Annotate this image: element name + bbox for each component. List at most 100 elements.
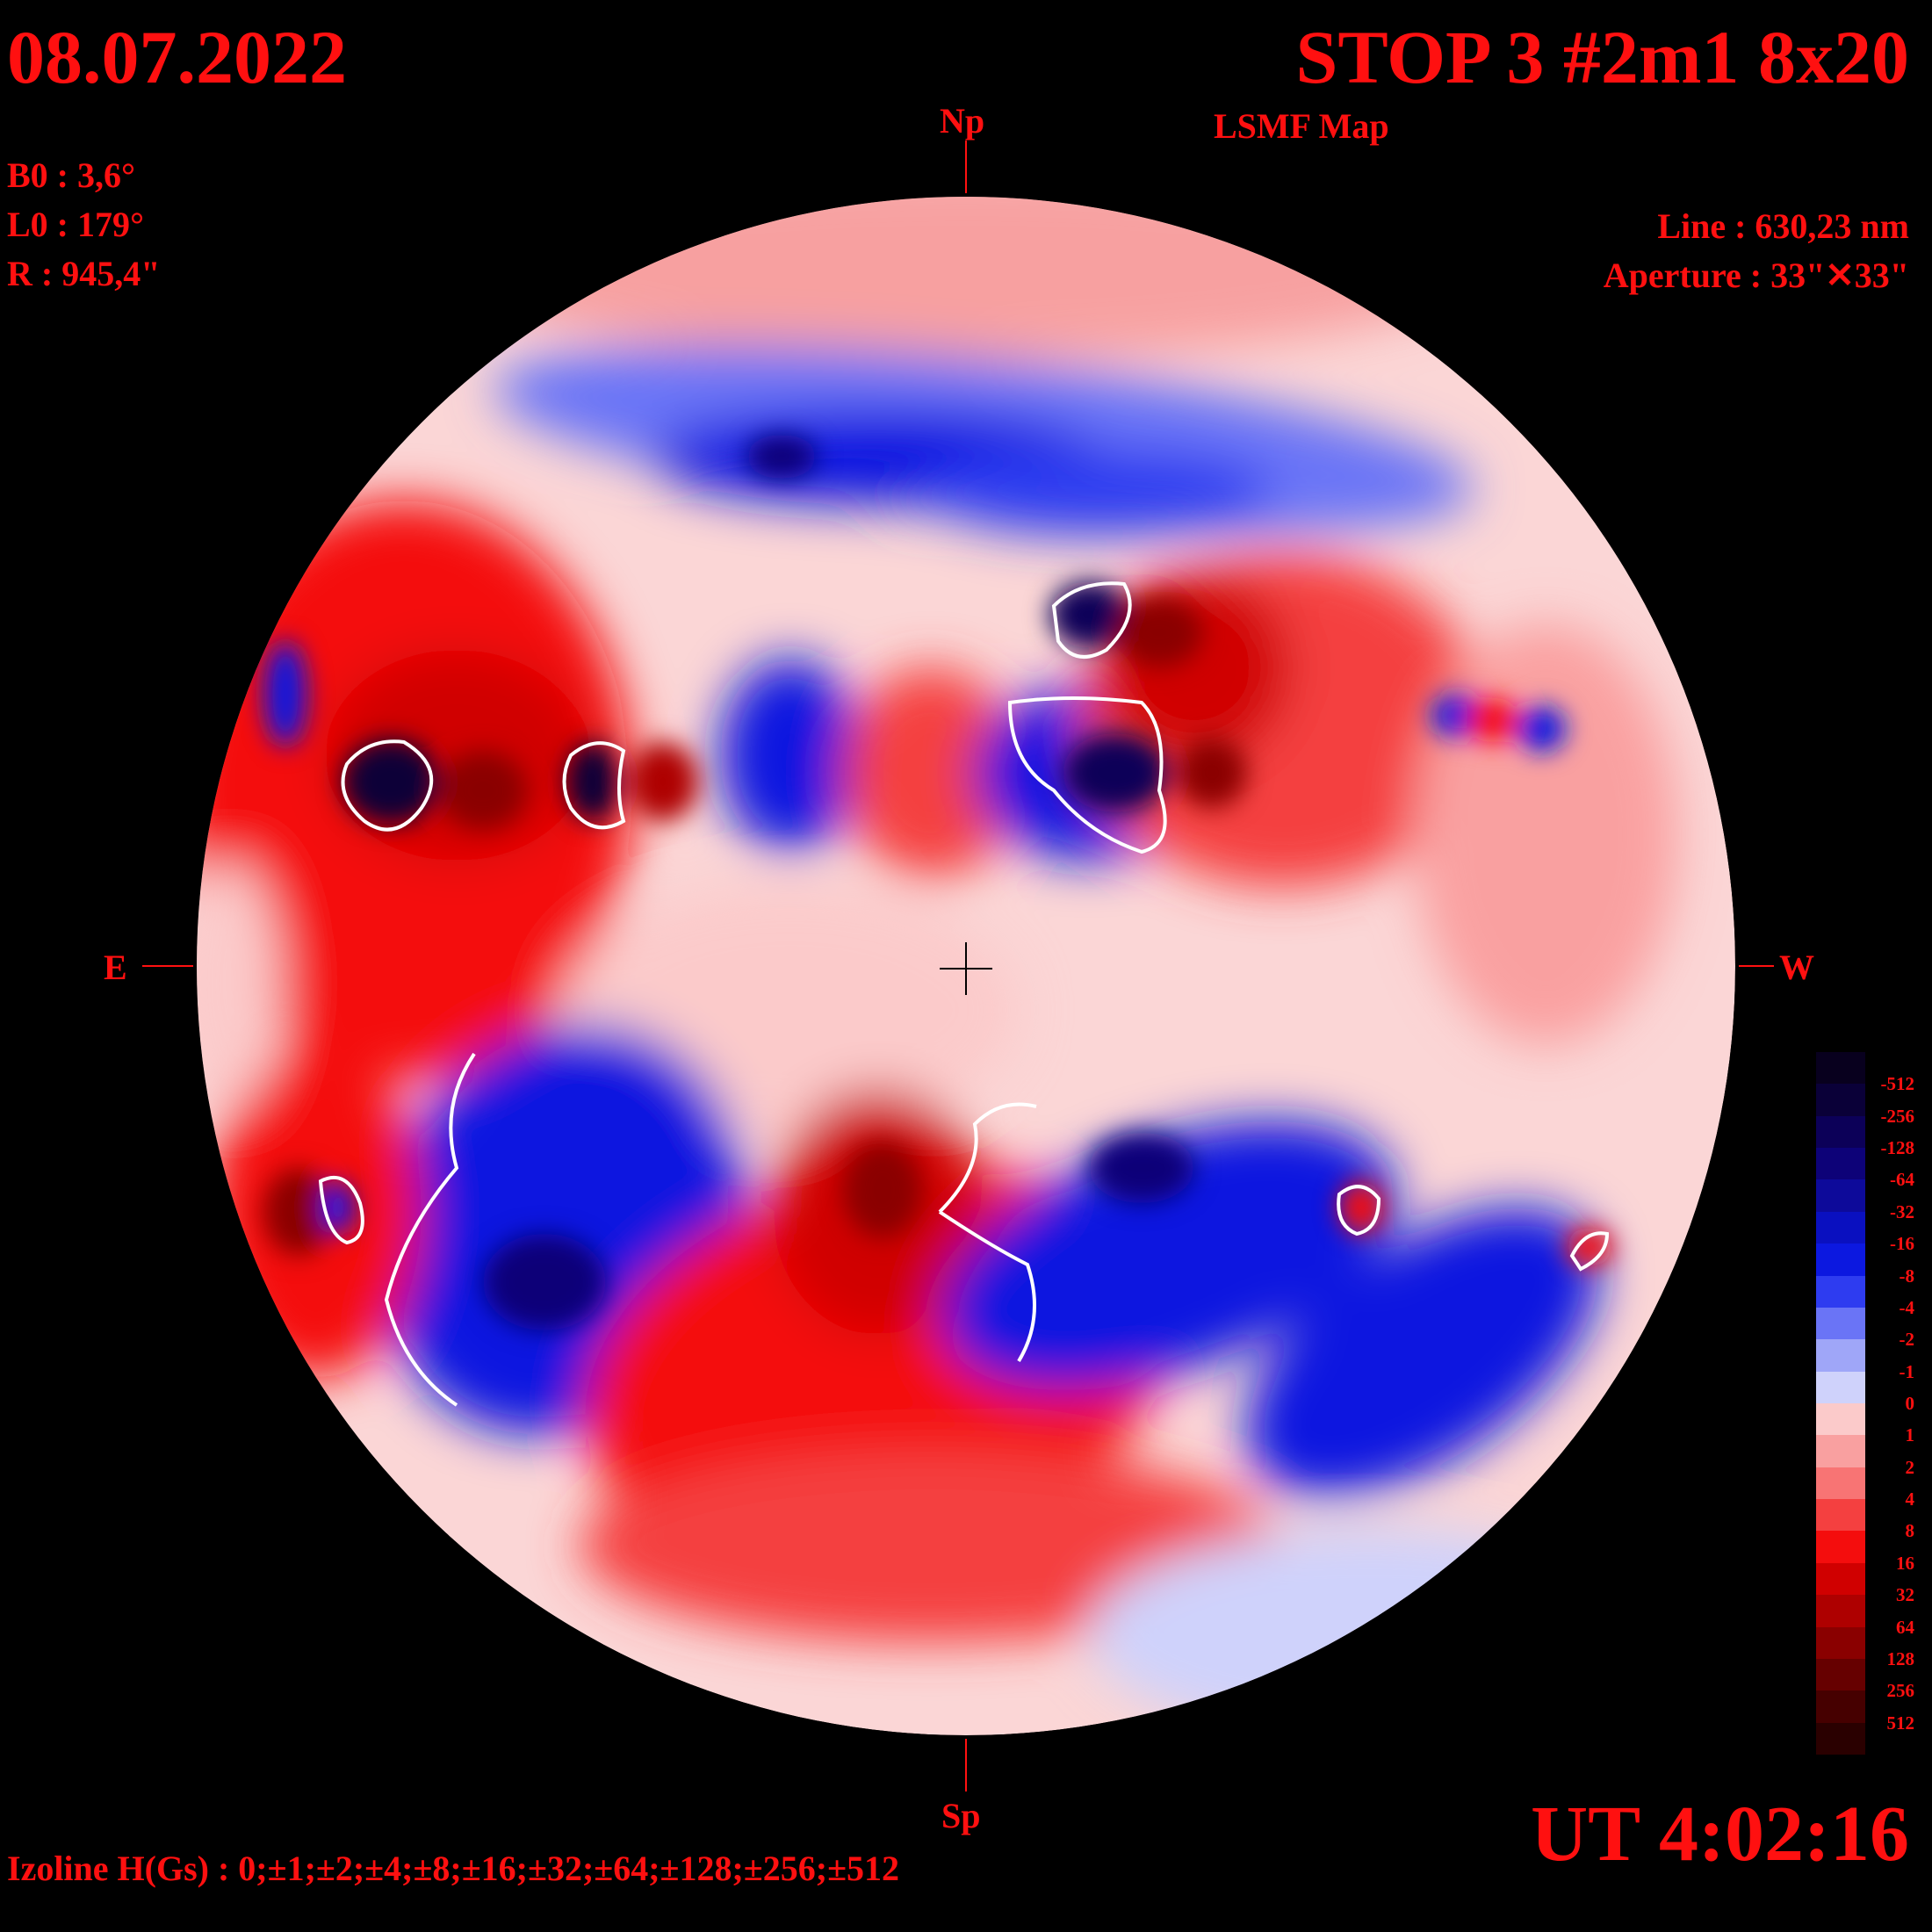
scale-swatch xyxy=(1816,1244,1865,1277)
scale-swatch xyxy=(1816,1467,1865,1500)
scale-level-label: 2 xyxy=(1905,1456,1915,1478)
spot-blue-limb-east xyxy=(264,641,306,746)
spot-blue-southeast-in xyxy=(322,1181,354,1234)
color-scale-legend xyxy=(1816,1052,1865,1755)
spot-red-west xyxy=(1177,738,1247,808)
scale-level-label: -16 xyxy=(1890,1233,1914,1255)
izoline-southeast-front xyxy=(384,1052,476,1407)
scale-swatch xyxy=(1816,1275,1865,1308)
east-limb-light xyxy=(197,861,281,1107)
scale-swatch xyxy=(1816,1499,1865,1532)
izoline-levels: Izoline H(Gs) : 0;±1;±2;±4;±8;±16;±32;±6… xyxy=(7,1849,900,1888)
south-red-band xyxy=(580,1449,1282,1642)
southwest-blue-region-2 xyxy=(1246,1208,1599,1497)
spot-red-east-2 xyxy=(628,742,698,821)
north-blue-core-2 xyxy=(922,448,1273,536)
scale-level-label: -512 xyxy=(1880,1073,1915,1095)
scale-swatch xyxy=(1816,1371,1865,1404)
scale-level-label: -32 xyxy=(1890,1200,1914,1222)
scale-level-label: 4 xyxy=(1905,1489,1915,1510)
l0-parameter: L0 : 179° xyxy=(7,205,144,244)
west-label: W xyxy=(1779,948,1814,987)
radius-parameter: R : 945,4" xyxy=(7,254,161,293)
spot-red-north xyxy=(1115,597,1203,667)
scale-swatch xyxy=(1816,1084,1865,1117)
north-red-belt xyxy=(439,197,1493,360)
izoline-south-front xyxy=(938,1102,1037,1363)
scale-swatch xyxy=(1816,1626,1865,1660)
scale-swatch xyxy=(1816,1339,1865,1373)
scale-swatch xyxy=(1816,1211,1865,1244)
spot-red-south xyxy=(843,1142,922,1238)
b0-parameter: B0 : 3,6° xyxy=(7,155,135,195)
spot-red-southwest xyxy=(1339,1181,1383,1234)
scale-swatch xyxy=(1816,1307,1865,1340)
scale-level-label: 256 xyxy=(1886,1680,1915,1702)
spot-red-southwest-2 xyxy=(1567,1228,1612,1266)
scale-swatch xyxy=(1816,1148,1865,1180)
map-title: STOP 3 #2m1 8x20 xyxy=(1295,15,1909,99)
scale-level-label: -256 xyxy=(1880,1105,1915,1127)
izoline-southwest-spot-2 xyxy=(1569,1231,1610,1272)
scale-level-label: 8 xyxy=(1905,1520,1915,1542)
scale-swatch xyxy=(1816,1722,1865,1755)
scale-level-label: 1 xyxy=(1905,1424,1915,1446)
scale-swatch xyxy=(1816,1052,1865,1085)
scale-level-label: 128 xyxy=(1886,1647,1915,1669)
aperture-size: Aperture : 33"✕33" xyxy=(1603,256,1909,295)
izoline-north-spot xyxy=(1051,581,1132,659)
spot-blue-central xyxy=(1063,733,1168,812)
spot-blue-north xyxy=(1049,581,1128,648)
scale-level-label: -4 xyxy=(1899,1296,1915,1318)
observation-date: 08.07.2022 xyxy=(7,15,347,99)
field-spots xyxy=(263,435,1612,1330)
scale-swatch xyxy=(1816,1595,1865,1628)
southwest-blue-region xyxy=(941,1121,1395,1391)
scale-level-label: -1 xyxy=(1899,1360,1915,1382)
spot-blue-southeast xyxy=(483,1234,606,1330)
scale-level-label: 64 xyxy=(1896,1616,1914,1638)
izoline-southwest-spot xyxy=(1337,1185,1381,1236)
spot-red-east xyxy=(439,751,527,830)
spot-blue-north-2 xyxy=(746,435,817,479)
scale-swatch xyxy=(1816,1435,1865,1468)
universal-time: UT 4:02:16 xyxy=(1531,1791,1909,1878)
izoline-central xyxy=(1007,696,1167,854)
scale-swatch xyxy=(1816,1658,1865,1691)
scale-level-label: 0 xyxy=(1905,1393,1915,1414)
scale-swatch xyxy=(1816,1562,1865,1596)
east-label: E xyxy=(104,948,127,987)
spot-blue-southwest xyxy=(1089,1133,1194,1203)
north-pole-label: Np xyxy=(940,101,985,141)
izoline-southeast-spot xyxy=(318,1176,364,1245)
center-crosshair xyxy=(940,942,992,995)
spot-blue-east-2 xyxy=(566,742,619,821)
field-regions xyxy=(197,197,1677,1735)
scale-level-label: 32 xyxy=(1896,1584,1914,1606)
south-limb-light-blue xyxy=(1089,1528,1651,1735)
scale-level-label: 16 xyxy=(1896,1552,1914,1574)
spot-red-west-2 xyxy=(1467,697,1519,743)
central-red-1 xyxy=(843,667,1019,878)
scale-swatch xyxy=(1816,1403,1865,1436)
spot-blue-east xyxy=(342,739,439,824)
central-blue-1 xyxy=(720,659,861,852)
scale-level-label: -64 xyxy=(1890,1169,1914,1191)
scale-level-label: -2 xyxy=(1899,1329,1915,1351)
solar-disc xyxy=(197,197,1735,1735)
spot-red-southeast xyxy=(263,1168,334,1256)
south-pole-label: Sp xyxy=(941,1796,981,1835)
scale-swatch xyxy=(1816,1531,1865,1564)
scale-level-label: 512 xyxy=(1886,1712,1915,1734)
izoline-east-spot xyxy=(341,739,434,832)
scale-level-label: -128 xyxy=(1880,1137,1915,1159)
scale-swatch xyxy=(1816,1179,1865,1213)
scale-level-label: -8 xyxy=(1899,1265,1915,1287)
map-subtitle: LSMF Map xyxy=(1214,106,1389,146)
izoline-east-spot-2 xyxy=(562,741,626,830)
spot-blue-far-west xyxy=(1517,706,1566,752)
zero-izolines xyxy=(318,581,1610,1407)
spectral-line: Line : 630,23 nm xyxy=(1657,206,1909,246)
west-light-red xyxy=(1414,624,1677,1045)
scale-swatch xyxy=(1816,1690,1865,1724)
